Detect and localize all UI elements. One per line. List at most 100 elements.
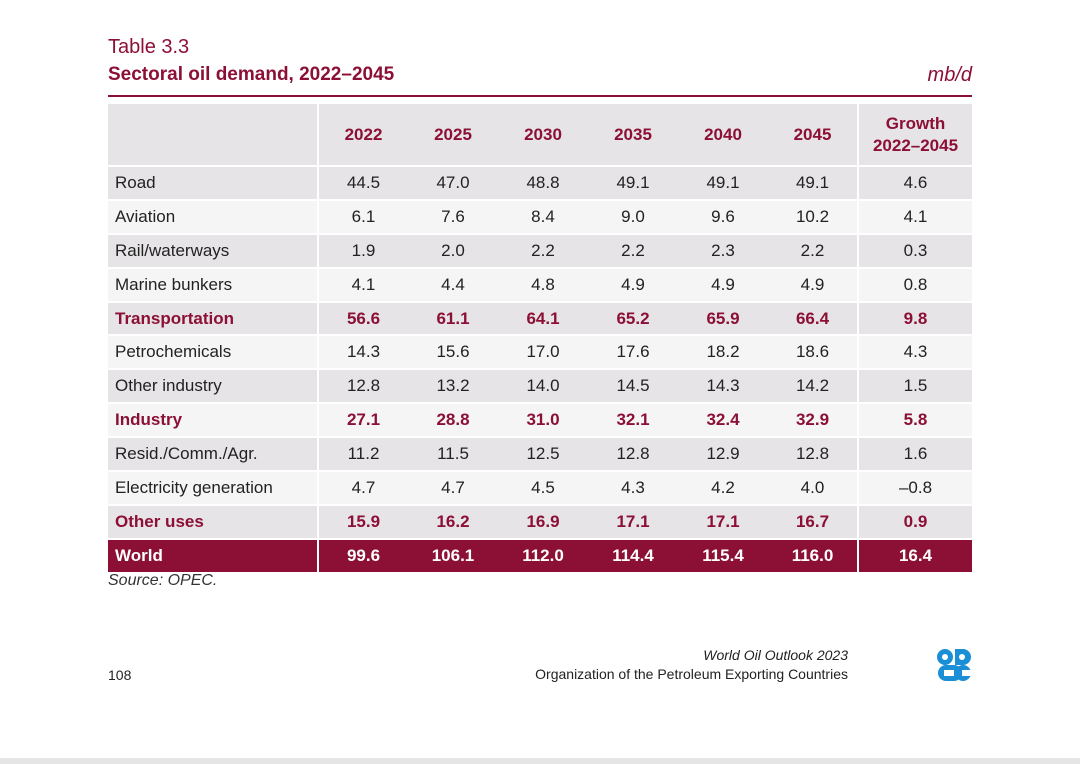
growth-cell: 0.9: [857, 504, 972, 539]
growth-header-line1: Growth: [885, 113, 946, 133]
value-cell: 4.4: [408, 267, 498, 302]
sectoral-oil-demand-table: 2022 2025 2030 2035 2040 2045 Growth 202…: [108, 104, 972, 574]
value-cell: 7.6: [408, 199, 498, 234]
value-cell: 13.2: [408, 369, 498, 404]
value-cell: 11.2: [317, 437, 408, 472]
value-cell: 17.6: [588, 335, 678, 370]
value-cell: 116.0: [768, 538, 858, 573]
row-label: Resid./Comm./Agr.: [108, 437, 318, 472]
table-row: Transportation 56.6 61.1 64.1 65.2 65.9 66.4 9.…: [108, 301, 972, 336]
value-cell: 12.8: [317, 369, 408, 404]
header-cell-growth: Growth 2022–2045: [857, 104, 972, 166]
value-cell: 17.1: [678, 504, 768, 539]
table-row-total: World 99.6 106.1 112.0 114.4 115.4 116.0 16.4: [108, 538, 972, 573]
value-cell: 2.2: [588, 233, 678, 268]
value-cell: 4.7: [408, 471, 498, 505]
value-cell: 106.1: [408, 538, 498, 573]
value-cell: 15.9: [317, 504, 408, 539]
value-cell: 16.2: [408, 504, 498, 539]
value-cell: 15.6: [408, 335, 498, 370]
value-cell: 27.1: [317, 403, 408, 438]
value-cell: 18.6: [768, 335, 858, 370]
value-cell: 12.5: [498, 437, 588, 472]
page-bottom-bar: [0, 758, 1080, 764]
value-cell: 12.8: [588, 437, 678, 472]
value-cell: 11.5: [408, 437, 498, 472]
value-cell: 4.9: [768, 267, 858, 302]
organization-name: Organization of the Petroleum Exporting …: [535, 666, 848, 682]
table-row: Petrochemicals 14.3 15.6 17.0 17.6 18.2 18.6 4.…: [108, 335, 972, 370]
value-cell: 4.1: [317, 267, 408, 302]
value-cell: 6.1: [317, 199, 408, 234]
value-cell: 4.2: [678, 471, 768, 505]
growth-cell: 0.3: [857, 233, 972, 268]
value-cell: 14.3: [678, 369, 768, 404]
table-row: Marine bunkers 4.1 4.4 4.8 4.9 4.9 4.9 0.8: [108, 267, 972, 302]
growth-header-line2: 2022–2045: [872, 135, 959, 155]
value-cell: 4.5: [498, 471, 588, 505]
value-cell: 28.8: [408, 403, 498, 438]
value-cell: 18.2: [678, 335, 768, 370]
value-cell: 4.9: [678, 267, 768, 302]
growth-cell: 4.6: [857, 166, 972, 200]
value-cell: 16.7: [768, 504, 858, 539]
table-row: Rail/waterways 1.9 2.0 2.2 2.2 2.3 2.2 0.3: [108, 233, 972, 268]
row-label: Transportation: [108, 301, 318, 336]
value-cell: 32.1: [588, 403, 678, 438]
header-row: 2022 2025 2030 2035 2040 2045 Growth 202…: [108, 104, 972, 166]
value-cell: 61.1: [408, 301, 498, 336]
value-cell: 2.2: [768, 233, 858, 268]
row-label: Road: [108, 166, 318, 200]
header-cell-year: 2025: [408, 104, 498, 166]
row-label: Electricity generation: [108, 471, 318, 505]
table-row: Industry 27.1 28.8 31.0 32.1 32.4 32.9 5.8: [108, 403, 972, 438]
value-cell: 112.0: [498, 538, 588, 573]
value-cell: 32.4: [678, 403, 768, 438]
table-row: Other uses 15.9 16.2 16.9 17.1 17.1 16.7 0.9: [108, 504, 972, 539]
value-cell: 66.4: [768, 301, 858, 336]
row-label: Marine bunkers: [108, 267, 318, 302]
table-row: Aviation 6.1 7.6 8.4 9.0 9.6 10.2 4.1: [108, 199, 972, 234]
value-cell: 49.1: [768, 166, 858, 200]
row-label: Industry: [108, 403, 318, 438]
value-cell: 12.9: [678, 437, 768, 472]
table-row: Resid./Comm./Agr. 11.2 11.5 12.5 12.8 12.9 12.…: [108, 437, 972, 472]
value-cell: 9.6: [678, 199, 768, 234]
value-cell: 2.3: [678, 233, 768, 268]
value-cell: 17.0: [498, 335, 588, 370]
publication-title: World Oil Outlook 2023: [703, 647, 848, 663]
value-cell: 14.0: [498, 369, 588, 404]
row-label: Aviation: [108, 199, 318, 234]
value-cell: 56.6: [317, 301, 408, 336]
growth-cell: –0.8: [857, 471, 972, 505]
value-cell: 64.1: [498, 301, 588, 336]
source-note: Source: OPEC.: [108, 572, 218, 589]
header-cell-year: 2022: [317, 104, 408, 166]
value-cell: 14.5: [588, 369, 678, 404]
header-cell-sector: [108, 104, 318, 166]
value-cell: 44.5: [317, 166, 408, 200]
table-row: Other industry 12.8 13.2 14.0 14.5 14.3 14.2 1.…: [108, 369, 972, 404]
growth-cell: 9.8: [857, 301, 972, 336]
value-cell: 9.0: [588, 199, 678, 234]
value-cell: 49.1: [678, 166, 768, 200]
value-cell: 48.8: [498, 166, 588, 200]
page-number: 108: [108, 667, 132, 683]
table-row: Road 44.5 47.0 48.8 49.1 49.1 49.1 4.6: [108, 166, 972, 200]
growth-cell: 16.4: [857, 538, 972, 573]
value-cell: 2.2: [498, 233, 588, 268]
value-cell: 1.9: [317, 233, 408, 268]
value-cell: 4.9: [588, 267, 678, 302]
value-cell: 14.3: [317, 335, 408, 370]
growth-cell: 0.8: [857, 267, 972, 302]
header-cell-year: 2045: [768, 104, 858, 166]
row-label: Other uses: [108, 504, 318, 539]
growth-cell: 1.5: [857, 369, 972, 404]
value-cell: 4.8: [498, 267, 588, 302]
title-rule: [108, 95, 972, 97]
value-cell: 10.2: [768, 199, 858, 234]
growth-cell: 4.1: [857, 199, 972, 234]
value-cell: 8.4: [498, 199, 588, 234]
value-cell: 17.1: [588, 504, 678, 539]
table-title: Sectoral oil demand, 2022–2045: [108, 64, 395, 85]
